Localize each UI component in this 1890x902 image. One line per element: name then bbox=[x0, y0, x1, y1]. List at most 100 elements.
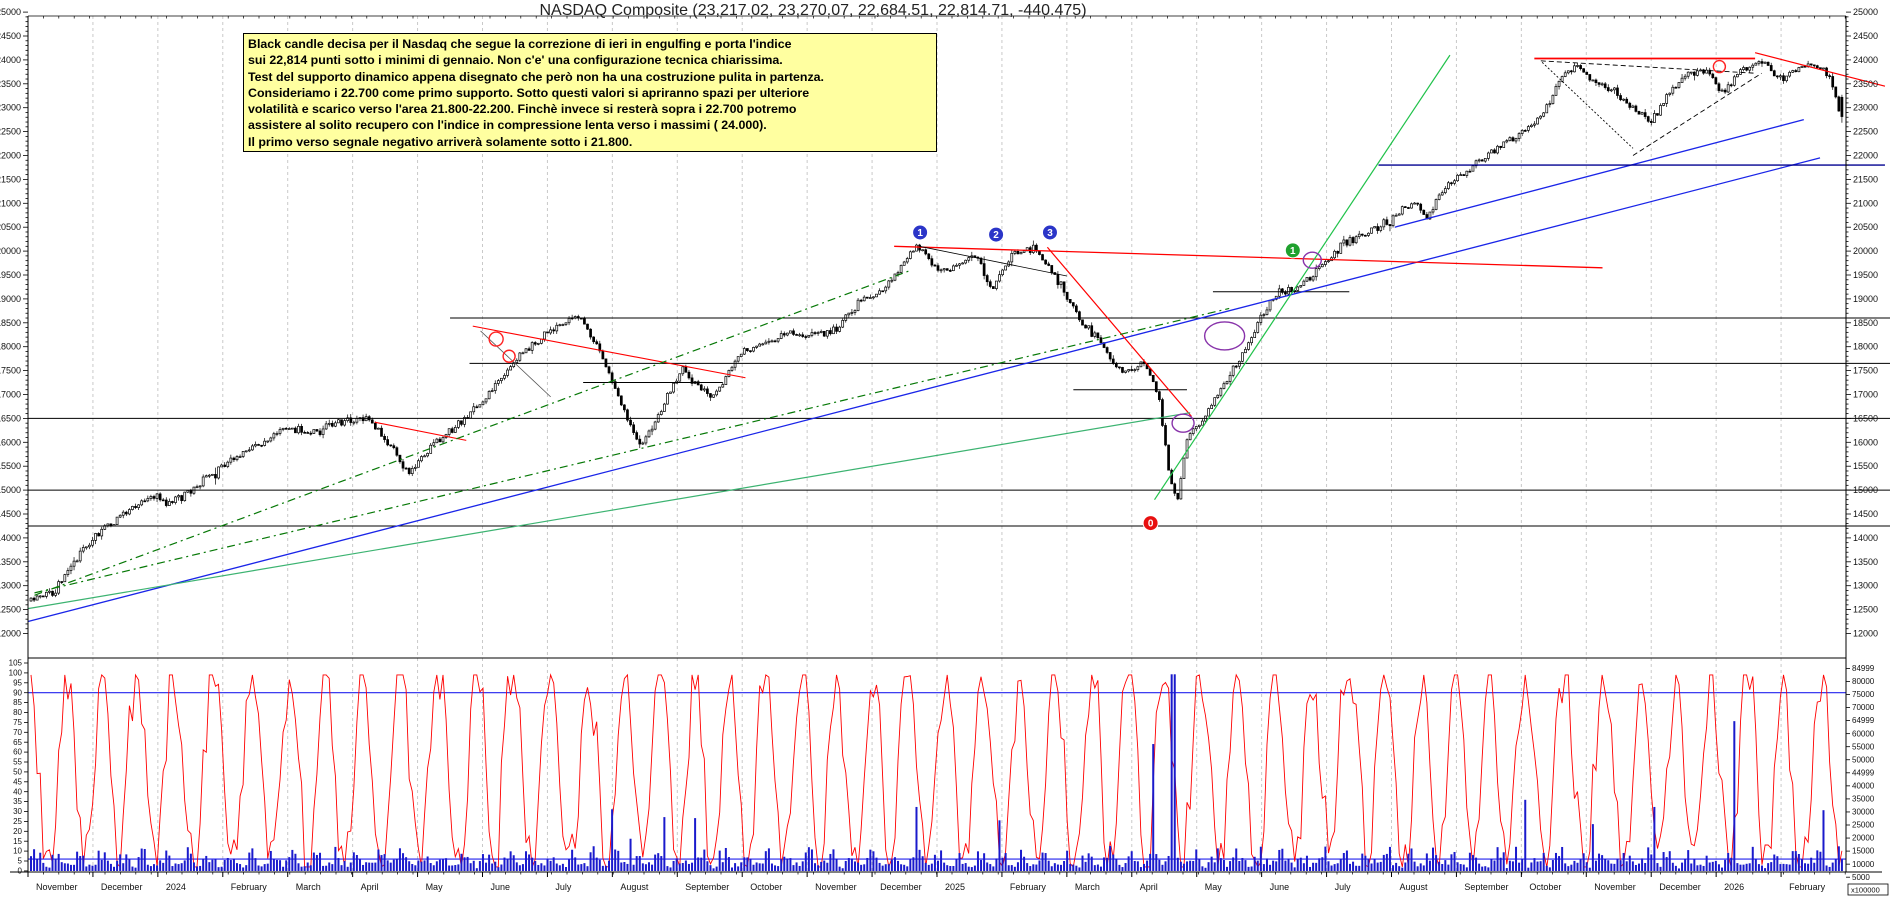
svg-text:12000: 12000 bbox=[1853, 629, 1878, 639]
svg-text:24500: 24500 bbox=[0, 31, 21, 41]
svg-text:23500: 23500 bbox=[0, 79, 21, 89]
svg-text:14000: 14000 bbox=[1853, 533, 1878, 543]
svg-text:October: October bbox=[750, 882, 782, 892]
svg-text:15: 15 bbox=[13, 837, 22, 846]
svg-text:16000: 16000 bbox=[0, 437, 21, 447]
svg-text:19000: 19000 bbox=[1853, 294, 1878, 304]
svg-text:October: October bbox=[1529, 882, 1561, 892]
svg-text:2: 2 bbox=[993, 230, 999, 241]
support-lines bbox=[28, 291, 1890, 527]
svg-text:16500: 16500 bbox=[1853, 413, 1878, 423]
svg-text:15000: 15000 bbox=[1852, 847, 1875, 856]
svg-text:80: 80 bbox=[13, 708, 22, 717]
svg-text:30000: 30000 bbox=[1852, 808, 1875, 817]
number-badges: 1 2 3 1 0 bbox=[912, 224, 1301, 532]
svg-text:21500: 21500 bbox=[0, 174, 21, 184]
svg-text:14000: 14000 bbox=[0, 533, 21, 543]
svg-text:17000: 17000 bbox=[1853, 390, 1878, 400]
svg-text:13000: 13000 bbox=[0, 581, 21, 591]
svg-text:June: June bbox=[1270, 882, 1290, 892]
svg-text:x100000: x100000 bbox=[1851, 886, 1880, 895]
svg-text:12500: 12500 bbox=[1853, 605, 1878, 615]
volume-bars bbox=[30, 674, 1843, 871]
svg-text:70: 70 bbox=[13, 728, 22, 737]
note-line: assistere al solito recupero con l'indic… bbox=[248, 118, 767, 133]
svg-text:12500: 12500 bbox=[0, 605, 21, 615]
x-axis-labels: November December 2024 February March April Ma… bbox=[27, 16, 1846, 892]
svg-text:September: September bbox=[685, 882, 729, 892]
analysis-note-box: Black candle decisa per il Nasdaq che se… bbox=[243, 33, 937, 153]
svg-text:55: 55 bbox=[13, 758, 22, 767]
svg-text:25000: 25000 bbox=[1852, 821, 1875, 830]
svg-text:20500: 20500 bbox=[0, 222, 21, 232]
svg-text:25000: 25000 bbox=[0, 7, 21, 17]
svg-text:23000: 23000 bbox=[0, 103, 21, 113]
svg-text:19500: 19500 bbox=[0, 270, 21, 280]
svg-text:22500: 22500 bbox=[1853, 127, 1878, 137]
svg-text:19000: 19000 bbox=[0, 294, 21, 304]
svg-text:22000: 22000 bbox=[1853, 151, 1878, 161]
svg-text:90: 90 bbox=[13, 688, 22, 697]
note-line: Consideriamo i 22.700 come primo support… bbox=[248, 85, 810, 100]
svg-text:3: 3 bbox=[1047, 228, 1053, 239]
svg-text:44999: 44999 bbox=[1852, 768, 1875, 777]
svg-text:14500: 14500 bbox=[1853, 509, 1878, 519]
svg-text:November: November bbox=[36, 882, 78, 892]
svg-text:15000: 15000 bbox=[1853, 485, 1878, 495]
svg-text:40000: 40000 bbox=[1852, 781, 1875, 790]
svg-text:20500: 20500 bbox=[1853, 222, 1878, 232]
svg-text:21000: 21000 bbox=[0, 198, 21, 208]
svg-text:March: March bbox=[296, 882, 321, 892]
axes-frame bbox=[10, 15, 1882, 873]
svg-text:24500: 24500 bbox=[1853, 31, 1878, 41]
svg-text:24000: 24000 bbox=[0, 55, 21, 65]
svg-text:45: 45 bbox=[13, 777, 22, 786]
candlesticks bbox=[29, 58, 1844, 603]
svg-text:75: 75 bbox=[13, 718, 22, 727]
note-line: volatilità e scarico verso l'area 21.800… bbox=[248, 102, 797, 117]
svg-text:20000: 20000 bbox=[0, 246, 21, 256]
svg-text:20000: 20000 bbox=[1853, 246, 1878, 256]
svg-text:13500: 13500 bbox=[1853, 557, 1878, 567]
svg-text:21000: 21000 bbox=[1853, 198, 1878, 208]
svg-text:21500: 21500 bbox=[1853, 174, 1878, 184]
svg-text:18500: 18500 bbox=[1853, 318, 1878, 328]
svg-text:14500: 14500 bbox=[0, 509, 21, 519]
svg-text:2025: 2025 bbox=[945, 882, 965, 892]
svg-text:20000: 20000 bbox=[1852, 834, 1875, 843]
svg-text:15500: 15500 bbox=[0, 461, 21, 471]
svg-text:25: 25 bbox=[13, 817, 22, 826]
svg-text:23000: 23000 bbox=[1853, 103, 1878, 113]
svg-text:May: May bbox=[1205, 882, 1223, 892]
svg-text:5000: 5000 bbox=[1852, 873, 1870, 882]
note-line: Il primo verso segnale negativo arriverà… bbox=[248, 134, 633, 149]
svg-text:23500: 23500 bbox=[1853, 79, 1878, 89]
svg-text:February: February bbox=[1010, 882, 1047, 892]
oscillator-axis-labels: 0510152025303540455055606570758085909510… bbox=[9, 659, 28, 876]
svg-text:2026: 2026 bbox=[1724, 882, 1744, 892]
svg-text:64999: 64999 bbox=[1852, 716, 1875, 725]
svg-text:10000: 10000 bbox=[1852, 860, 1875, 869]
svg-text:2024: 2024 bbox=[166, 882, 186, 892]
svg-text:100: 100 bbox=[9, 669, 23, 678]
svg-text:35000: 35000 bbox=[1852, 795, 1875, 804]
svg-text:30: 30 bbox=[13, 807, 22, 816]
svg-text:13000: 13000 bbox=[1853, 581, 1878, 591]
svg-text:December: December bbox=[880, 882, 922, 892]
svg-text:February: February bbox=[231, 882, 268, 892]
svg-text:April: April bbox=[361, 882, 379, 892]
chart-title: NASDAQ Composite (23,217.02, 23,270.07, … bbox=[539, 2, 1087, 19]
svg-text:105: 105 bbox=[9, 659, 23, 668]
svg-text:22500: 22500 bbox=[0, 127, 21, 137]
svg-text:April: April bbox=[1140, 882, 1158, 892]
price-axis-labels: 12000 12000 12500 12500 13000 13000 13500 13500… bbox=[0, 7, 1878, 638]
svg-text:July: July bbox=[555, 882, 572, 892]
note-line: Black candle decisa per il Nasdaq che se… bbox=[248, 37, 792, 51]
svg-text:80000: 80000 bbox=[1852, 677, 1875, 686]
svg-text:13500: 13500 bbox=[0, 557, 21, 567]
svg-text:February: February bbox=[1789, 882, 1826, 892]
svg-text:55000: 55000 bbox=[1852, 742, 1875, 751]
svg-text:16000: 16000 bbox=[1853, 437, 1878, 447]
svg-text:17500: 17500 bbox=[1853, 366, 1878, 376]
